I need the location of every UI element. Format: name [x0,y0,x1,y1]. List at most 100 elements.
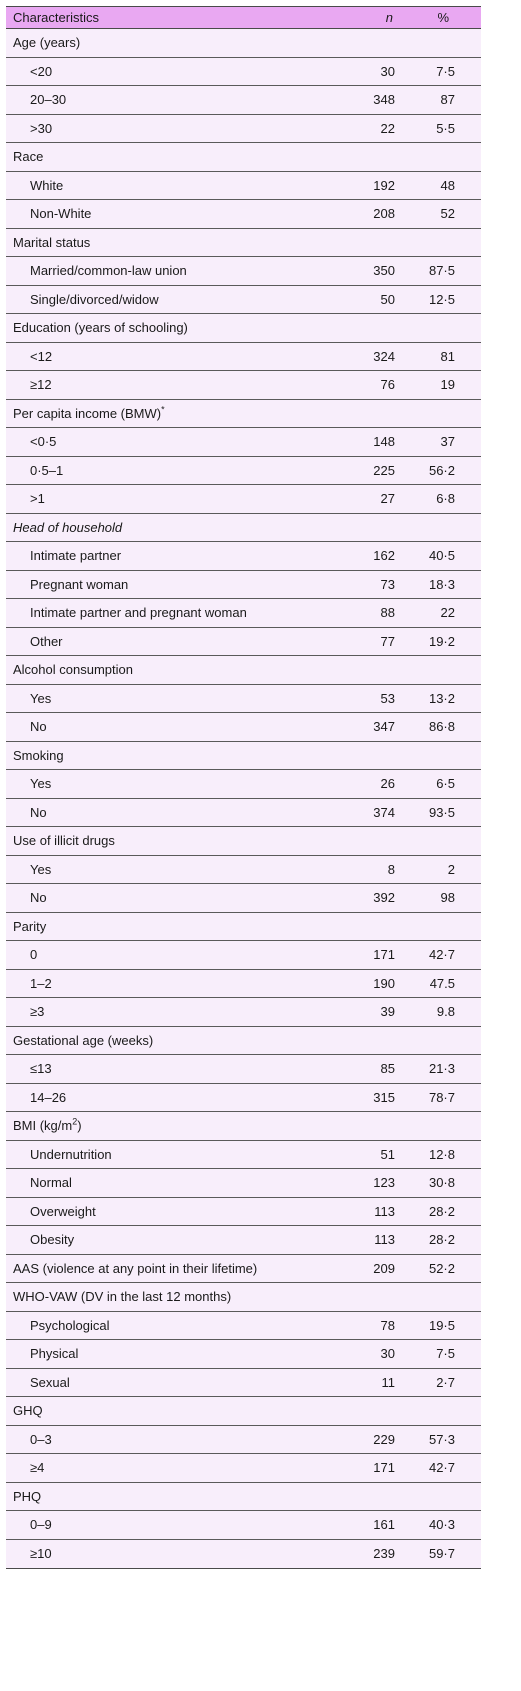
table-row: Yes 8 2 [6,856,481,884]
row-label-superscript: * [161,404,165,415]
row-label: Smoking [6,748,317,763]
row-label-text: Physical [30,1346,79,1362]
row-percent-value: 19·2 [428,633,455,649]
row-percent-value: 93·5 [428,804,455,820]
row-label: >30 [6,121,317,136]
row-label: Use of illicit drugs [6,833,317,848]
row-label-text: Smoking [13,747,64,763]
row-percent-value: 48 [440,177,455,193]
table-group-row: WHO-VAW (DV in the last 12 months) [6,1283,481,1312]
row-label-text: 0·5–1 [30,462,64,478]
row-label: ≤13 [6,1061,317,1076]
table-row: Normal 123 30·8 [6,1169,481,1198]
table-row: Physical 30 7·5 [6,1340,481,1369]
row-label: Undernutrition [6,1147,317,1162]
row-label-text: Yes [30,690,52,706]
row-n-value: 11 [381,1374,396,1390]
row-n-value: 77 [380,633,395,649]
table-row: Single/divorced/widow 50 12·5 [6,286,481,314]
row-label-text: 0 [30,947,38,963]
table-row: Psychological 78 19·5 [6,1312,481,1340]
table-group-row: Use of illicit drugs [6,827,481,856]
row-percent-value: 19·5 [428,1317,455,1333]
row-n-value: 85 [380,1061,395,1077]
row-n-value: 39 [380,1004,395,1020]
table-row: White 192 48 [6,172,481,200]
row-n-value: 229 [373,1431,395,1447]
row-percent-value: 21·3 [428,1061,455,1077]
row-label-text: Normal [30,1175,72,1191]
row-label: Race [6,149,317,164]
table-row: Non-White 208 52 [6,200,481,229]
row-label-text: Overweight [30,1203,96,1219]
row-percent-value: 52 [440,206,455,222]
row-percent-value: 12·8 [428,1146,455,1162]
row-label-text: AAS (violence at any point in their life… [13,1260,258,1276]
row-label-text: >30 [30,120,53,136]
row-label-text: 0–9 [30,1517,52,1533]
row-label-text: ≥4 [30,1460,45,1476]
row-label-text: Age (years) [13,35,81,51]
row-n-value: 315 [373,1089,395,1105]
table-group-row: Gestational age (weeks) [6,1027,481,1055]
row-label: Education (years of schooling) [6,320,317,335]
row-label-text: Married/common-law union [30,263,187,279]
row-percent-value: 81 [440,348,455,364]
row-n-value: 192 [373,177,395,193]
row-label-text: Pregnant woman [30,576,129,592]
row-n-value: 190 [373,975,395,991]
table-row: ≤13 85 21·3 [6,1055,481,1084]
row-percent-value: 19 [440,377,455,393]
row-n-value: 27 [380,491,395,507]
row-percent-value: 52·2 [428,1260,455,1276]
row-label: Age (years) [6,35,317,50]
row-label: Per capita income (BMW)* [6,404,317,421]
table-row: No 374 93·5 [6,799,481,827]
row-label-text: 1–2 [30,975,52,991]
table-row: ≥4 171 42·7 [6,1454,481,1483]
row-label: Yes [6,776,317,791]
row-percent-value: 42·7 [428,1460,455,1476]
row-label: Single/divorced/widow [6,292,317,307]
row-label: AAS (violence at any point in their life… [6,1261,317,1276]
row-label: Normal [6,1175,317,1190]
table-row: ≥10 239 59·7 [6,1540,481,1569]
row-label: Marital status [6,235,317,250]
row-label-text: No [30,719,47,735]
row-label: 14–26 [6,1090,317,1105]
row-label: <20 [6,64,317,79]
row-percent-value: 47.5 [429,975,455,991]
row-percent-value: 18·3 [428,576,455,592]
table-group-row: Alcohol consumption [6,656,481,685]
row-percent-value: 42·7 [428,947,455,963]
table-group-row: Age (years) [6,29,481,58]
table-row: Obesity 113 28·2 [6,1226,481,1255]
row-label: ≥3 [6,1004,317,1019]
row-percent-value: 87·5 [428,263,455,279]
row-percent-value: 6·8 [436,491,455,507]
row-label: 20–30 [6,92,317,107]
row-label: 0·5–1 [6,463,317,478]
row-n-value: 350 [373,263,395,279]
row-label: 1–2 [6,976,317,991]
table-group-row: Race [6,143,481,172]
row-label: Gestational age (weeks) [6,1033,317,1048]
table-row: >30 22 5·5 [6,115,481,143]
row-label: Intimate partner [6,548,317,563]
table-group-row: AAS (violence at any point in their life… [6,1255,481,1283]
characteristics-table: Characteristics n % Age (years) <20 30 7·5 2… [6,6,481,1569]
table-row: 0 171 42·7 [6,941,481,970]
table-group-row: Head of household [6,514,481,542]
row-label-text: Single/divorced/widow [30,291,159,307]
row-label: PHQ [6,1489,317,1504]
row-percent-value: 5·5 [436,120,455,136]
row-label: Head of household [6,520,317,535]
row-percent-value: 12·5 [428,291,455,307]
row-percent-value: 28·2 [428,1232,455,1248]
row-percent-value: 37 [440,434,455,450]
row-percent-value: 28·2 [428,1203,455,1219]
row-percent-value: 22 [440,605,455,621]
row-label-text: Parity [13,918,47,934]
table-group-row: Smoking [6,742,481,770]
row-label-text: 20–30 [30,92,67,108]
